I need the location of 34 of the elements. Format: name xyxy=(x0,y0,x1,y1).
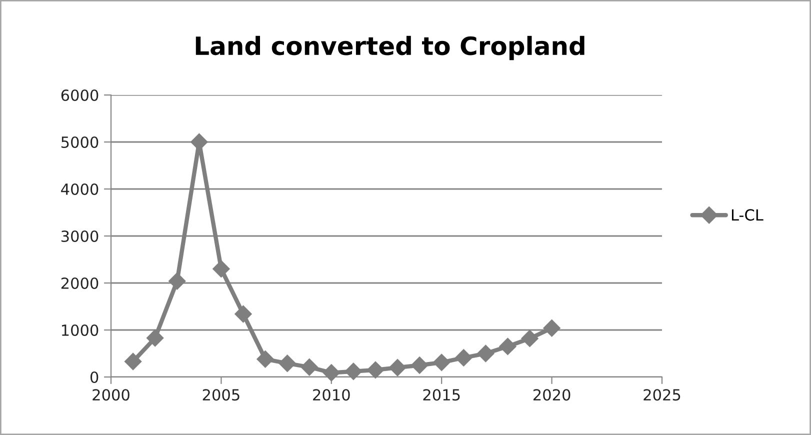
point xyxy=(366,361,384,378)
point xyxy=(344,362,362,380)
point xyxy=(322,364,340,382)
point xyxy=(521,330,538,348)
x-tick-label: 2000 xyxy=(92,389,130,401)
point xyxy=(499,338,516,355)
point xyxy=(388,359,406,376)
x-tick-label: 2020 xyxy=(533,389,570,401)
x-tick-label: 2010 xyxy=(313,389,350,401)
point xyxy=(455,349,472,366)
legend-label: L-CL xyxy=(732,209,764,221)
point xyxy=(411,356,428,374)
point xyxy=(234,305,252,323)
x-tick-label: 2025 xyxy=(644,389,680,401)
y-tick-label: 0 xyxy=(90,371,98,384)
y-tick-label: 4000 xyxy=(61,183,98,196)
chart-title: Land converted to Cropland xyxy=(196,36,584,60)
point xyxy=(433,354,450,371)
point xyxy=(168,272,186,290)
x-tick-label: 2005 xyxy=(202,389,240,401)
y-tick-label: 3000 xyxy=(61,230,98,242)
y-tick-label: 2000 xyxy=(61,277,98,290)
y-tick-label: 1000 xyxy=(62,324,98,336)
point xyxy=(543,320,560,337)
y-tick-label: 5000 xyxy=(61,136,98,148)
point xyxy=(146,329,164,347)
point xyxy=(124,352,142,370)
y-tick-label: 6000 xyxy=(61,89,98,102)
x-tick-label: 2015 xyxy=(423,389,460,401)
point xyxy=(278,354,296,372)
point xyxy=(256,350,274,368)
point xyxy=(212,260,230,278)
point xyxy=(477,344,494,362)
point xyxy=(300,358,318,376)
